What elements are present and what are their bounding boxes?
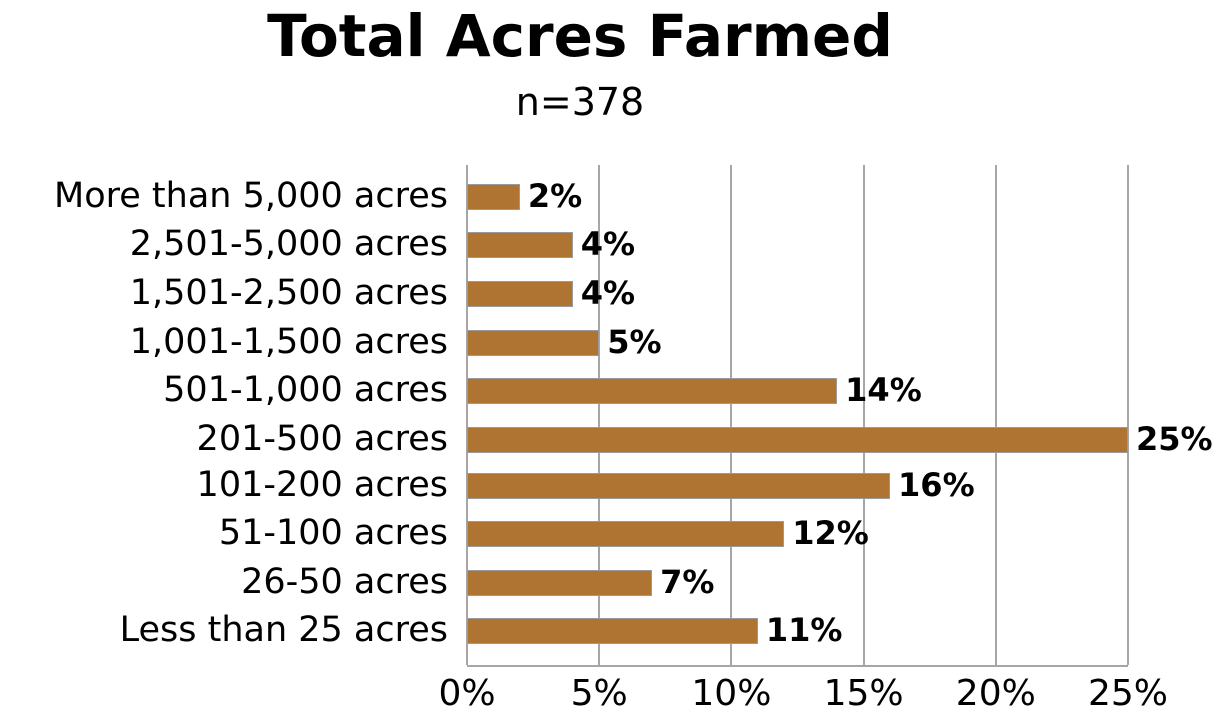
gridline [994, 165, 997, 665]
category-label: 201-500 acres [196, 419, 448, 459]
bar [467, 232, 573, 258]
x-tick-label: 10% [691, 673, 772, 714]
gridline [466, 165, 468, 665]
bar [467, 521, 785, 547]
bar-value-label: 11% [765, 611, 843, 649]
bar [467, 473, 891, 499]
gridline [1127, 165, 1129, 665]
category-label: Less than 25 acres [119, 610, 448, 650]
category-label: 1,001-1,500 acres [129, 322, 448, 362]
x-axis-line [467, 665, 1128, 667]
bar [467, 427, 1128, 453]
bar-value-label: 4% [580, 274, 636, 312]
bar-value-label: 25% [1136, 420, 1213, 458]
bar-value-label: 5% [607, 323, 662, 361]
x-tick-label: 15% [823, 673, 904, 714]
chart-subtitle: n=378 [515, 80, 645, 124]
gridline [862, 165, 865, 665]
category-label: 51-100 acres [218, 513, 448, 553]
x-tick-label: 5% [570, 673, 628, 714]
bar-value-label: 12% [792, 514, 869, 552]
gridline [598, 165, 601, 665]
bar [467, 281, 573, 307]
category-label: 501-1,000 acres [163, 370, 448, 410]
category-label: 2,501-5,000 acres [129, 224, 448, 264]
bar-value-label: 16% [898, 466, 975, 504]
category-label: 101-200 acres [196, 465, 448, 505]
bar [467, 570, 653, 596]
bar [467, 618, 758, 644]
category-label: 26-50 acres [241, 562, 448, 602]
plot-area: 2% 4% 4% 5% 14% 25% 16% 12% 7% 11% [466, 165, 1213, 667]
chart-title: Total Acres Farmed [267, 2, 893, 70]
category-label: More than 5,000 acres [54, 176, 448, 216]
bar-value-label: 14% [845, 371, 922, 409]
x-tick-label: 25% [1087, 673, 1169, 714]
bar [467, 330, 600, 356]
bar-value-label: 2% [527, 177, 583, 215]
bar [467, 378, 838, 404]
bar-value-label: 7% [660, 563, 715, 601]
bar-value-label: 4% [580, 225, 636, 263]
x-tick-label: 0% [438, 673, 496, 714]
x-tick-label: 20% [955, 673, 1036, 714]
bar [467, 184, 520, 210]
category-label: 1,501-2,500 acres [129, 273, 448, 313]
gridline [730, 165, 733, 665]
